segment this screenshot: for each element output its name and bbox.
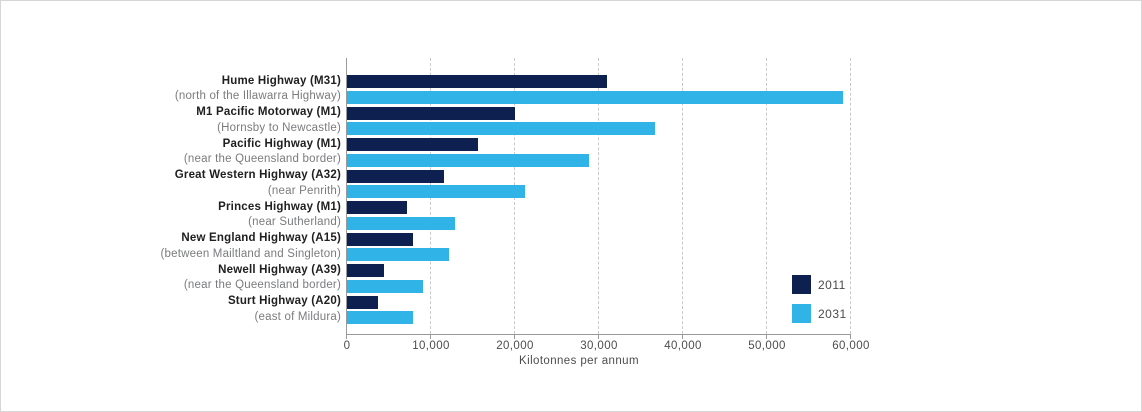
category-label: Newell Highway (A39) xyxy=(218,263,341,276)
legend-item-2031: 2031 xyxy=(792,304,847,323)
bar-2011 xyxy=(347,169,444,183)
axis-tick xyxy=(682,334,683,339)
category-sublabel: (east of Mildura) xyxy=(254,310,341,323)
bar-2011 xyxy=(347,201,407,214)
legend-label-2031: 2031 xyxy=(818,306,847,321)
category-label-group: Princes Highway (M1) (near Sutherland) xyxy=(1,200,341,231)
bar-2031 xyxy=(347,185,526,198)
category-label-group: Sturt Highway (A20) (east of Mildura) xyxy=(1,294,341,325)
gridline xyxy=(766,58,767,334)
category-label-group: New England Highway (A15) (between Mailtl… xyxy=(1,231,341,262)
axis-tick xyxy=(346,334,347,339)
legend-swatch-2031 xyxy=(792,304,811,323)
category-label-group: Pacific Highway (M1) (near the Queensland… xyxy=(1,137,341,168)
category-sublabel: (Hornsby to Newcastle) xyxy=(217,121,341,134)
tick-label: 60,000 xyxy=(832,340,870,352)
category-label: Princes Highway (M1) xyxy=(218,200,341,213)
category-label: M1 Pacific Motorway (M1) xyxy=(196,106,341,118)
axis-tick xyxy=(514,334,515,339)
axis-tick xyxy=(766,334,767,339)
category-sublabel: (near the Queensland border) xyxy=(183,153,341,165)
tick-label: 20,000 xyxy=(496,340,534,352)
category-label-group: Great Western Highway (A32) (near Penrith… xyxy=(1,168,341,199)
category-label-group: Hume Highway (M31) (north of the Illawarr… xyxy=(1,74,341,105)
bar-2031 xyxy=(347,153,589,167)
tick-label: 30,000 xyxy=(580,340,618,352)
tick-label: 0 xyxy=(343,340,351,352)
legend-swatch-2011 xyxy=(792,275,811,294)
category-sublabel: (near Sutherland) xyxy=(248,216,341,228)
category-label: New England Highway (A15) xyxy=(181,232,341,244)
legend-item-2011: 2011 xyxy=(792,275,847,294)
axis-tick xyxy=(598,334,599,339)
bar-2031 xyxy=(347,311,414,324)
bar-2031 xyxy=(347,279,424,293)
tick-label: 10,000 xyxy=(412,340,450,352)
category-label: Hume Highway (M31) xyxy=(221,74,341,87)
bar-2031 xyxy=(347,90,843,104)
plot-area: 0 10,000 20,000 30,000 40,000 50,000 60,000 xyxy=(344,58,869,352)
legend: 2011 2031 xyxy=(792,275,847,333)
category-label-group: M1 Pacific Motorway (M1) (Hornsby to Newc… xyxy=(1,105,341,136)
bar-2031 xyxy=(347,248,449,261)
category-sublabel: (near Penrith) xyxy=(267,184,341,197)
bar-2011 xyxy=(347,264,384,277)
axis-tick xyxy=(850,334,851,339)
bar-2011 xyxy=(347,232,414,246)
tick-label: 50,000 xyxy=(748,340,786,352)
axis-tick xyxy=(430,334,431,339)
bar-2011 xyxy=(347,75,608,88)
gridline xyxy=(598,58,599,334)
category-labels: Hume Highway (M31) (north of the Illawarr… xyxy=(1,1,341,411)
category-label: Great Western Highway (A32) xyxy=(174,169,341,181)
category-sublabel: (north of the Illawarra Highway) xyxy=(174,90,341,102)
gridline xyxy=(850,58,851,334)
tick-label: 40,000 xyxy=(664,340,702,352)
x-axis-title: Kilotonnes per annum xyxy=(519,355,639,367)
category-sublabel: (between Mailtland and Singleton) xyxy=(160,247,341,260)
category-label: Pacific Highway (M1) xyxy=(222,137,341,150)
category-label: Sturt Highway (A20) xyxy=(227,295,341,307)
bar-2031 xyxy=(347,216,456,230)
gridline xyxy=(682,58,683,334)
bar-2011 xyxy=(347,295,379,309)
bar-2011 xyxy=(347,138,479,151)
bar-2031 xyxy=(347,122,656,135)
category-sublabel: (near the Queensland border) xyxy=(183,279,341,291)
legend-label-2011: 2011 xyxy=(818,277,846,292)
category-label-group: Newell Highway (A39) (near the Queensland… xyxy=(1,263,341,294)
bar-2011 xyxy=(347,106,515,120)
